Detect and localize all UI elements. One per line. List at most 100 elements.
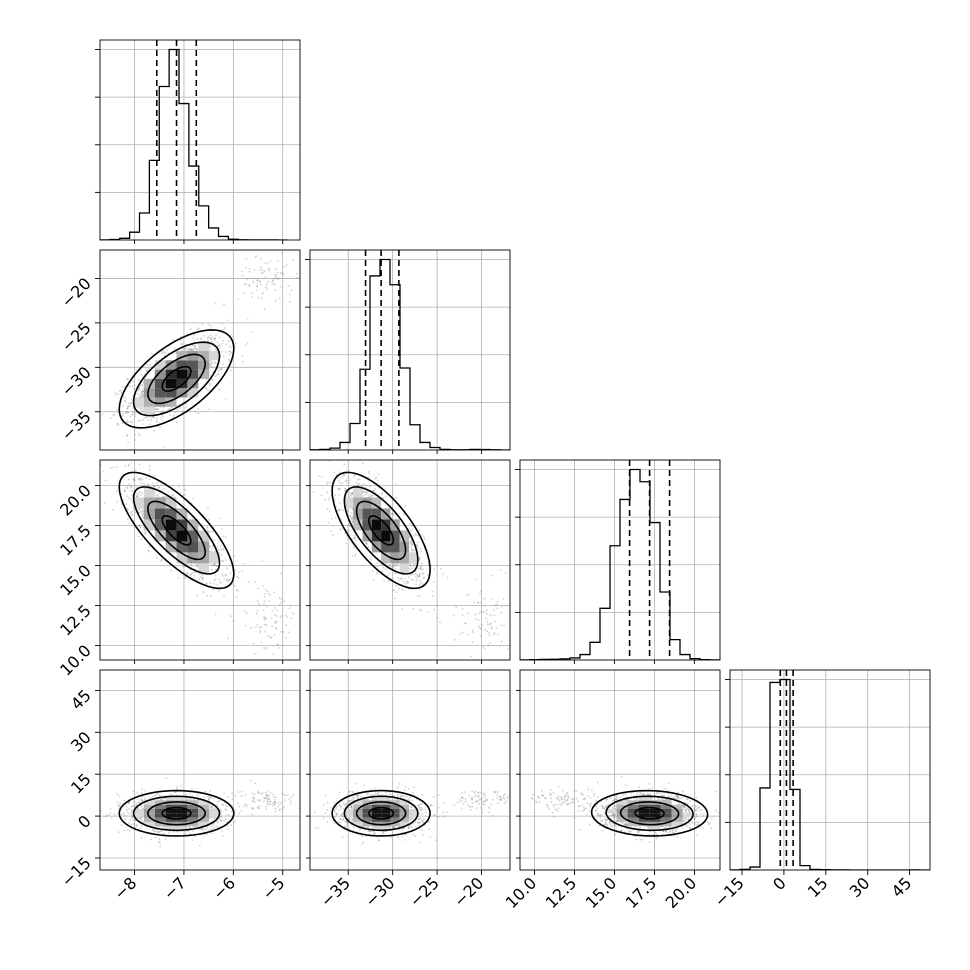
scatter-point [694,805,697,807]
scatter-point [296,276,299,279]
scatter-point [141,513,144,516]
scatter-point [464,800,467,803]
scatter-point [266,634,269,637]
scatter-point [697,821,700,824]
scatter-point [419,547,422,550]
scatter-point [123,489,126,492]
scatter-point [487,623,489,626]
scatter-point [113,414,116,417]
density-block [616,800,628,805]
scatter-point [281,251,283,254]
scatter-point [214,375,216,378]
scatter-point [409,818,412,821]
x-tick-label: −7 [160,873,190,903]
scatter-point [141,800,143,802]
scatter-point [201,578,204,581]
density-block [176,796,188,801]
contour-line [619,801,680,826]
density-block [362,808,372,814]
scatter-point [406,582,408,585]
scatter-point [368,472,371,475]
scatter-point [322,816,325,819]
scatter-point [307,497,309,499]
scatter-point [140,406,143,409]
scatter-point [138,801,141,804]
scatter-point [228,353,231,356]
scatter-point [578,805,581,808]
scatter-point [635,838,637,841]
scatter-point [228,350,231,352]
scatter-point [211,379,214,382]
scatter-point [142,387,145,390]
scatter-point [218,343,221,346]
scatter-point [254,256,257,259]
scatter-point [163,825,166,828]
scatter-point [132,508,135,511]
scatter-point [356,793,359,796]
scatter-point [415,583,417,586]
scatter-point [260,641,263,644]
scatter-point [420,806,423,809]
scatter-point [337,488,340,491]
scatter-point [446,576,449,579]
scatter-point [403,513,405,516]
scatter-point [485,798,488,801]
scatter-point [273,803,276,806]
scatter-point [265,618,268,621]
scatter-point [615,795,618,798]
scatter-point [125,411,128,414]
density-block [638,808,650,814]
scatter-point [187,827,189,830]
scatter-point [620,775,623,778]
scatter-point [172,339,175,342]
scatter-point [688,811,691,814]
scatter-point [138,463,141,466]
scatter-point [173,414,175,417]
scatter-point [123,814,126,817]
scatter-point [605,818,608,821]
scatter-point [611,824,614,827]
scatter-point [139,369,142,372]
scatter-point [251,813,253,816]
scatter-point [265,286,267,289]
scatter-point [667,792,670,795]
scatter-point [515,799,517,801]
scatter-point [337,820,340,823]
scatter-point [417,575,419,578]
scatter-point [225,579,228,582]
scatter-point [611,814,614,817]
scatter-point [556,810,559,812]
scatter-point [211,530,214,533]
scatter-point [392,825,395,828]
scatter-point [597,812,600,815]
scatter-point [140,395,142,398]
scatter-point [554,803,556,806]
scatter-point [338,809,341,811]
scatter-point [272,802,274,805]
scatter-point [277,277,280,280]
scatter-point [378,839,381,842]
scatter-point [677,796,679,799]
scatter-point [234,569,236,572]
scatter-point [475,807,478,810]
scatter-point [244,624,247,627]
scatter-point [141,393,144,395]
scatter-point [225,559,228,562]
scatter-point [277,647,280,649]
scatter-point [394,496,397,499]
scatter-point [266,803,269,805]
scatter-point [128,807,130,810]
scatter-point [270,282,273,284]
scatter-point [140,791,143,794]
x-tick-label: −8 [110,873,140,903]
scatter-point [374,792,377,795]
scatter-point [409,564,412,567]
density-block [649,813,661,818]
scatter-point [176,788,178,790]
scatter-point [636,798,639,801]
scatter-point [126,434,129,436]
scatter-point [274,796,277,799]
scatter-point [492,790,495,793]
scatter-point [393,564,396,567]
scatter-point [371,794,374,797]
